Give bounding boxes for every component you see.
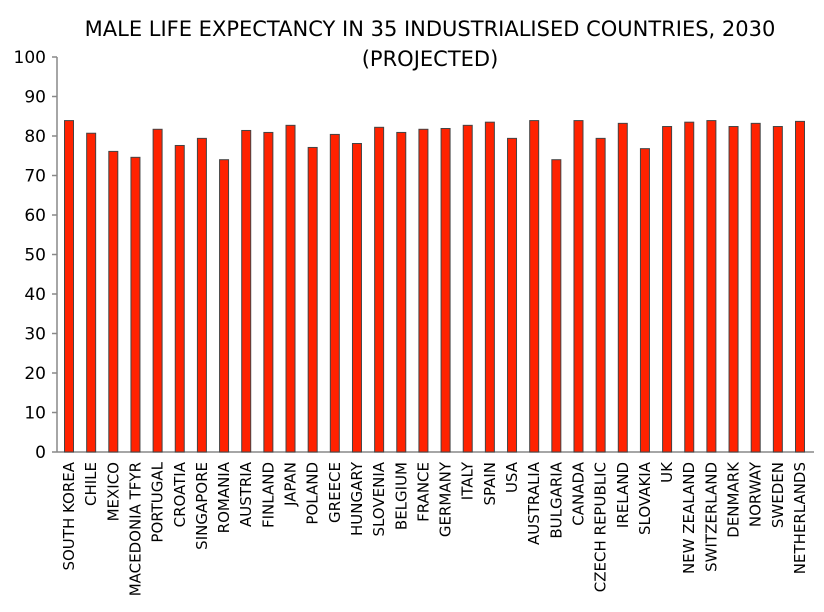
y-tick-label: 0 [35, 443, 46, 463]
bar [462, 124, 473, 453]
x-tick-label: BELGIUM [392, 462, 410, 530]
x-tick-label: MEXICO [104, 462, 122, 521]
bars [64, 120, 805, 453]
bar [174, 144, 185, 453]
bar [396, 131, 407, 453]
x-tick-label: MACEDONIA TFYR [126, 462, 144, 596]
x-tick-label: NORWAY [747, 461, 765, 527]
x-tick-label: SLOVAKIA [636, 461, 654, 535]
x-tick-label: GREECE [326, 462, 344, 523]
bar [64, 120, 74, 453]
bar [130, 156, 141, 453]
x-tick-label: IRELAND [614, 462, 632, 528]
bar [241, 129, 252, 453]
x-tick-label: CROATIA [171, 461, 189, 527]
x-tick-label: CZECH REPUBLIC [592, 462, 610, 592]
bar [152, 128, 163, 453]
bar [595, 137, 606, 453]
x-tick-label: CHILE [82, 462, 100, 506]
bar [573, 120, 584, 453]
y-tick-label: 20 [24, 364, 46, 384]
x-tick-label: BULGARIA [547, 461, 565, 538]
bar [263, 131, 274, 453]
bar [684, 121, 695, 453]
bar [307, 146, 318, 453]
bar [750, 122, 761, 453]
y-tick-label: 40 [24, 285, 46, 305]
x-tick-label: FINLAND [259, 462, 277, 528]
x-tick-label: SLOVENIA [370, 461, 388, 536]
bar [440, 127, 451, 453]
bar [484, 121, 495, 453]
x-tick-label: ITALY [459, 461, 477, 500]
bar [374, 126, 385, 453]
x-tick-label: SOUTH KOREA [60, 461, 78, 570]
x-tick-label: POLAND [304, 462, 322, 525]
x-tick-label: NETHERLANDS [791, 462, 809, 574]
bar [507, 137, 518, 453]
bar [662, 126, 673, 453]
y-tick-label: 60 [24, 206, 46, 226]
x-tick-label: GERMANY [437, 461, 455, 537]
x-tick-label: NEW ZEALAND [680, 462, 698, 574]
x-tick-label: CANADA [569, 461, 587, 526]
bar [219, 159, 230, 453]
x-tick-label: SINGAPORE [193, 462, 211, 550]
chart-subtitle: (PROJECTED) [362, 47, 499, 71]
chart-title: MALE LIFE EXPECTANCY IN 35 INDUSTRIALISE… [85, 17, 776, 41]
y-tick-label: 30 [24, 325, 46, 345]
y-tick-label: 50 [24, 246, 46, 266]
bar [551, 159, 562, 453]
y-axis: 0 10 20 30 40 50 60 70 80 90 100 [14, 48, 814, 463]
y-tick-label: 70 [24, 167, 46, 187]
x-tick-label: USA [503, 461, 521, 493]
x-tick-label: AUSTRALIA [525, 461, 543, 545]
bar [529, 120, 540, 453]
y-tick-label: 90 [24, 88, 46, 108]
bar [86, 132, 97, 453]
bar [795, 120, 805, 453]
y-tick-label: 80 [24, 127, 46, 147]
x-tick-label: ROMANIA [215, 461, 233, 533]
x-tick-label: HUNGARY [348, 461, 366, 536]
x-tick-label: SWITZERLAND [702, 462, 720, 572]
bar [196, 137, 207, 453]
x-tick-label: AUSTRIA [237, 461, 255, 527]
bar [772, 126, 783, 453]
x-tick-label: FRANCE [414, 462, 432, 522]
x-axis-labels: SOUTH KOREA CHILE MEXICO MACEDONIA TFYR PORT… [60, 461, 809, 596]
bar [617, 122, 628, 453]
bar [706, 120, 717, 453]
bar [351, 143, 362, 453]
bar [285, 124, 296, 453]
bar [108, 150, 119, 453]
x-tick-label: SWEDEN [769, 462, 787, 528]
y-tick-label: 100 [14, 48, 46, 68]
y-tick-label: 10 [24, 404, 46, 424]
bar [329, 133, 340, 453]
x-tick-label: SPAIN [481, 462, 499, 506]
bar [728, 126, 739, 453]
bar [639, 148, 650, 453]
x-tick-label: UK [658, 461, 676, 483]
x-tick-label: DENMARK [725, 461, 743, 538]
x-tick-label: PORTUGAL [149, 461, 167, 542]
x-tick-label: JAPAN [282, 462, 300, 507]
bar [418, 128, 429, 453]
